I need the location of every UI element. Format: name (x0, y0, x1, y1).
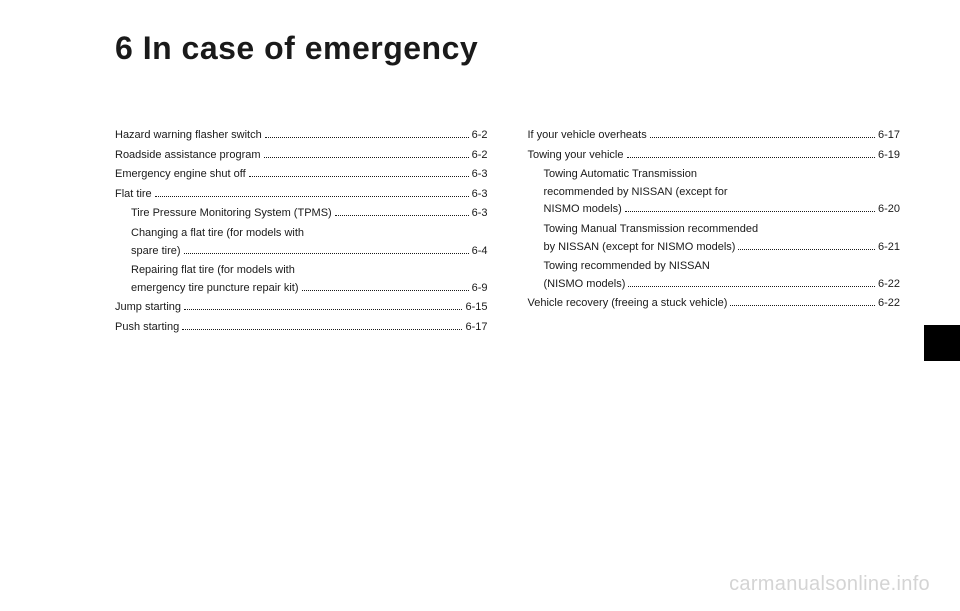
toc-container: Hazard warning flasher switch6-2Roadside… (115, 127, 900, 339)
toc-page-number: 6-4 (472, 243, 488, 261)
toc-label-line: Towing recommended by NISSAN (544, 258, 901, 276)
toc-entry: Emergency engine shut off 6-3 (115, 166, 488, 184)
toc-leader-dots (249, 176, 469, 177)
toc-label-line: Changing a flat tire (for models with (131, 225, 488, 243)
toc-entry: Changing a flat tire (for models withspa… (115, 225, 488, 260)
toc-page-number: 6-22 (878, 295, 900, 313)
toc-label-line: Towing Automatic Transmission (544, 166, 901, 184)
toc-label: by NISSAN (except for NISMO models) (544, 239, 736, 257)
toc-leader-dots (628, 286, 875, 287)
toc-leader-dots (730, 305, 875, 306)
toc-entry: Flat tire 6-3 (115, 186, 488, 204)
toc-last-line: spare tire) 6-4 (131, 243, 488, 261)
toc-page-number: 6-21 (878, 239, 900, 257)
toc-page-number: 6-2 (472, 147, 488, 165)
toc-label: Vehicle recovery (freeing a stuck vehicl… (528, 295, 728, 313)
toc-label: spare tire) (131, 243, 181, 261)
toc-leader-dots (738, 249, 875, 250)
toc-entry: Push starting 6-17 (115, 319, 488, 337)
toc-right-column: If your vehicle overheats 6-17 Towing your… (528, 127, 901, 339)
toc-leader-dots (265, 137, 469, 138)
toc-page-number: 6-3 (472, 186, 488, 204)
toc-entry: Towing recommended by NISSAN(NISMO model… (528, 258, 901, 293)
toc-leader-dots (155, 196, 469, 197)
toc-leader-dots (302, 290, 469, 291)
watermark-text: carmanualsonline.info (729, 573, 930, 596)
toc-entry: Towing your vehicle 6-19 (528, 147, 901, 165)
toc-label: Tire Pressure Monitoring System (TPMS) (131, 205, 332, 223)
toc-page-number: 6-22 (878, 276, 900, 294)
toc-entry: Vehicle recovery (freeing a stuck vehicl… (528, 295, 901, 313)
toc-entry: Repairing flat tire (for models withemer… (115, 262, 488, 297)
toc-entry: Jump starting 6-15 (115, 299, 488, 317)
toc-leader-dots (650, 137, 875, 138)
toc-last-line: by NISSAN (except for NISMO models) 6-21 (544, 239, 901, 257)
toc-label: Hazard warning flasher switch (115, 127, 262, 145)
toc-label: Emergency engine shut off (115, 166, 246, 184)
toc-label: If your vehicle overheats (528, 127, 647, 145)
toc-page-number: 6-9 (472, 280, 488, 298)
toc-leader-dots (182, 329, 462, 330)
toc-label: Push starting (115, 319, 179, 337)
toc-page-number: 6-17 (465, 319, 487, 337)
toc-left-column: Hazard warning flasher switch6-2Roadside… (115, 127, 488, 339)
toc-leader-dots (184, 253, 469, 254)
section-tab (924, 325, 960, 361)
toc-leader-dots (627, 157, 875, 158)
toc-last-line: (NISMO models) 6-22 (544, 276, 901, 294)
page-content: 6 In case of emergency Hazard warning fl… (0, 0, 960, 339)
toc-label-line: recommended by NISSAN (except for (544, 184, 901, 202)
toc-page-number: 6-3 (472, 205, 488, 223)
toc-leader-dots (264, 157, 469, 158)
toc-page-number: 6-17 (878, 127, 900, 145)
toc-label: Roadside assistance program (115, 147, 261, 165)
toc-leader-dots (625, 211, 875, 212)
toc-label: Towing your vehicle (528, 147, 624, 165)
toc-entry: Towing Automatic Transmissionrecommended… (528, 166, 901, 219)
toc-entry: Roadside assistance program 6-2 (115, 147, 488, 165)
toc-leader-dots (184, 309, 462, 310)
toc-label-line: Repairing flat tire (for models with (131, 262, 488, 280)
chapter-title: 6 In case of emergency (115, 30, 900, 67)
toc-entry: If your vehicle overheats 6-17 (528, 127, 901, 145)
toc-label: emergency tire puncture repair kit) (131, 280, 299, 298)
toc-label: Flat tire (115, 186, 152, 204)
toc-page-number: 6-3 (472, 166, 488, 184)
toc-leader-dots (335, 215, 469, 216)
toc-entry: Tire Pressure Monitoring System (TPMS) 6-… (115, 205, 488, 223)
toc-label-line: Towing Manual Transmission recommended (544, 221, 901, 239)
toc-page-number: 6-20 (878, 201, 900, 219)
toc-last-line: emergency tire puncture repair kit) 6-9 (131, 280, 488, 298)
toc-label: (NISMO models) (544, 276, 626, 294)
toc-page-number: 6-19 (878, 147, 900, 165)
toc-last-line: NISMO models) 6-20 (544, 201, 901, 219)
toc-label: Jump starting (115, 299, 181, 317)
toc-entry: Towing Manual Transmission recommendedby… (528, 221, 901, 256)
toc-page-number: 6-2 (472, 127, 488, 145)
toc-label: NISMO models) (544, 201, 622, 219)
toc-entry: Hazard warning flasher switch 6-2 (115, 127, 488, 145)
toc-page-number: 6-15 (465, 299, 487, 317)
